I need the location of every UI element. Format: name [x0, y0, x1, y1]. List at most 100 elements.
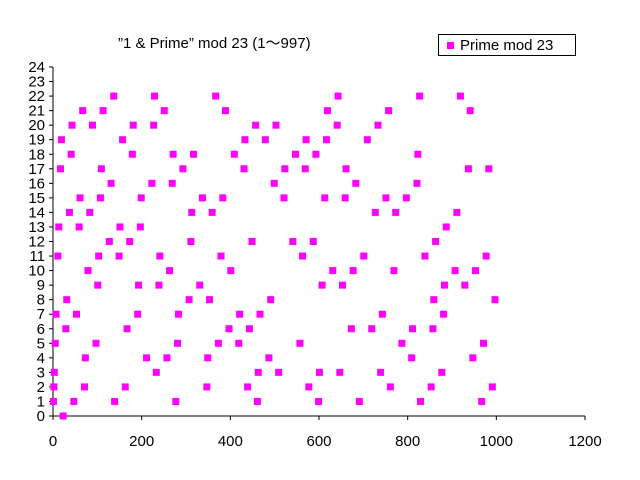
y-tick-label: 7	[37, 306, 45, 323]
data-point	[50, 383, 58, 391]
data-point	[135, 281, 143, 289]
x-tick-label: 800	[395, 433, 420, 450]
data-point	[408, 354, 416, 362]
data-point	[323, 107, 331, 115]
data-point	[156, 252, 164, 260]
data-point	[241, 136, 249, 144]
data-point	[427, 383, 435, 391]
data-point	[253, 397, 261, 405]
y-tick-label: 20	[28, 117, 45, 134]
y-tick-label: 8	[37, 292, 45, 309]
data-point	[70, 397, 78, 405]
data-point	[134, 310, 142, 318]
data-point	[136, 223, 144, 231]
data-point	[204, 354, 212, 362]
data-point	[52, 310, 60, 318]
data-point	[105, 238, 113, 245]
data-point	[309, 238, 317, 245]
y-tick-label: 5	[37, 335, 45, 352]
data-point	[355, 397, 363, 405]
data-point	[54, 252, 62, 260]
data-point	[50, 368, 58, 376]
data-point	[115, 252, 123, 260]
data-point	[92, 339, 100, 347]
data-point	[414, 150, 422, 158]
data-point	[150, 121, 158, 129]
data-point	[409, 325, 417, 333]
data-point	[219, 194, 227, 202]
y-tick-label: 4	[37, 350, 45, 367]
data-point	[378, 310, 386, 318]
y-tick-label: 11	[29, 248, 45, 265]
data-point	[49, 397, 57, 405]
data-point	[478, 397, 486, 405]
legend: Prime mod 23	[438, 34, 576, 56]
data-point	[385, 107, 393, 115]
y-tick-label: 15	[28, 190, 45, 207]
data-point	[172, 397, 180, 405]
data-point	[96, 194, 104, 202]
data-point	[94, 281, 102, 289]
data-point	[198, 194, 206, 202]
data-points	[49, 92, 499, 420]
data-point	[342, 165, 350, 173]
data-point	[137, 194, 145, 202]
data-point	[347, 325, 355, 333]
data-point	[252, 121, 260, 129]
data-point	[272, 121, 280, 129]
data-point	[334, 92, 342, 100]
data-point	[62, 325, 70, 333]
y-tick-label: 18	[28, 146, 45, 163]
data-point	[160, 107, 168, 115]
data-point	[148, 179, 156, 187]
data-point	[275, 368, 283, 376]
data-point	[292, 150, 300, 158]
data-point	[217, 252, 225, 260]
data-point	[386, 383, 394, 391]
data-point	[185, 296, 193, 304]
data-point	[296, 339, 304, 347]
data-point	[270, 179, 278, 187]
data-point	[99, 107, 107, 115]
y-tick-label: 23	[28, 74, 45, 91]
data-point	[299, 252, 307, 260]
x-tick-label: 200	[129, 433, 154, 450]
data-point	[235, 339, 243, 347]
data-point	[323, 136, 331, 144]
x-tick-label: 600	[306, 433, 331, 450]
data-point	[456, 92, 464, 100]
data-point	[256, 310, 264, 318]
data-point	[203, 383, 211, 391]
y-tick-label: 0	[37, 408, 45, 425]
y-tick-label: 21	[28, 103, 45, 120]
data-point	[479, 339, 487, 347]
y-tick-label: 13	[28, 219, 45, 236]
data-point	[374, 121, 382, 129]
data-point	[248, 238, 256, 245]
data-point	[261, 136, 269, 144]
data-point	[280, 194, 288, 202]
data-point	[187, 238, 195, 245]
data-point	[382, 194, 390, 202]
data-point	[440, 310, 448, 318]
data-point	[392, 208, 400, 216]
data-point	[168, 179, 176, 187]
y-tick-label: 14	[28, 204, 45, 221]
data-point	[265, 354, 273, 362]
data-point	[126, 238, 134, 245]
data-point	[421, 252, 429, 260]
data-point	[349, 267, 357, 275]
data-point	[174, 339, 182, 347]
data-point	[121, 383, 129, 391]
y-tick-label: 16	[28, 175, 45, 192]
x-tick-label: 400	[218, 433, 243, 450]
data-point	[371, 208, 379, 216]
data-point	[236, 310, 244, 318]
data-point	[461, 281, 469, 289]
data-point	[221, 107, 229, 115]
data-point	[65, 208, 73, 216]
data-point	[188, 208, 196, 216]
data-point	[281, 165, 289, 173]
data-point	[179, 165, 187, 173]
